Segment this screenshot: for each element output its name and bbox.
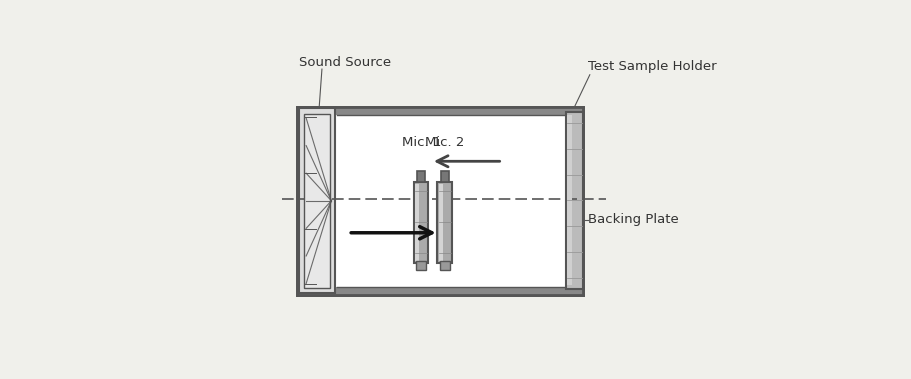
Text: Sound Source: Sound Source [300,56,392,69]
Bar [440,262,450,269]
Bar [441,171,448,182]
Bar [566,112,583,289]
Text: Mic. 2: Mic. 2 [425,136,465,149]
Bar [298,107,583,115]
Bar [438,184,443,261]
Text: Mic. 1: Mic. 1 [402,136,441,149]
Bar [298,287,583,295]
Bar [567,115,572,285]
Bar [415,182,428,263]
Bar [299,108,335,293]
Bar [298,107,583,295]
Bar [304,113,330,288]
Bar [437,182,452,263]
Text: Test Sample Holder: Test Sample Holder [588,60,717,73]
Bar [415,184,419,261]
Bar [416,262,426,269]
Text: Backing Plate: Backing Plate [588,213,679,226]
Bar [417,171,425,182]
